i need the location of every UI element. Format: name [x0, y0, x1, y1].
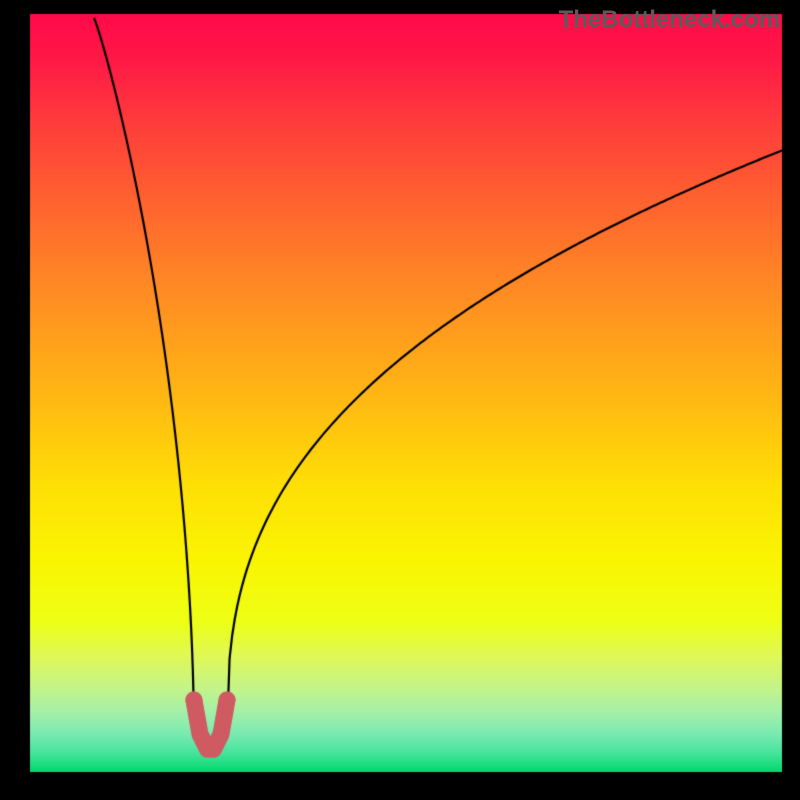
bottleneck-curve-chart	[0, 0, 800, 800]
chart-stage: TheBottleneck.com	[0, 0, 800, 800]
